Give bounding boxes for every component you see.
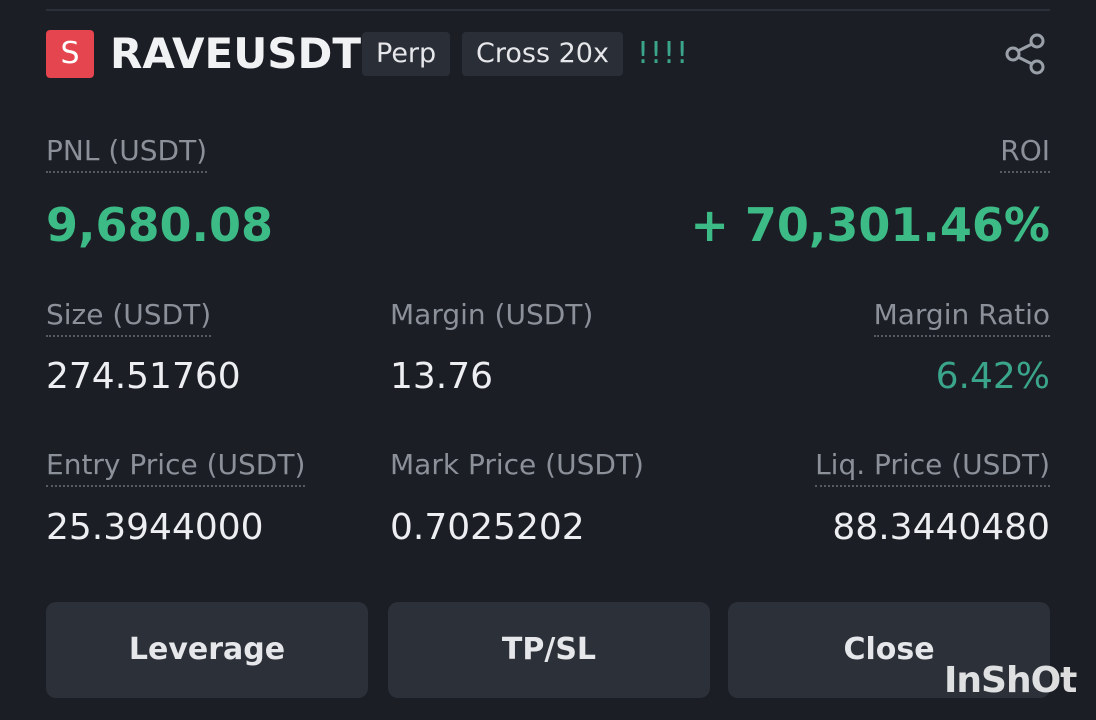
- roi-label: ROI: [1000, 134, 1050, 173]
- pnl-label: PNL (USDT): [46, 134, 208, 173]
- field-label: Margin (USDT): [390, 298, 594, 331]
- signal: !!!!: [637, 36, 690, 71]
- field-value: 6.42%: [935, 356, 1050, 397]
- divider: [46, 9, 1050, 11]
- leverage-button[interactable]: Leverage: [46, 602, 368, 698]
- tag: Perp: [362, 32, 451, 76]
- field-value: 0.7025202: [390, 507, 585, 548]
- pnl-value: 9,680.08: [46, 198, 273, 252]
- field-label: Entry Price (USDT): [46, 448, 306, 487]
- field-value: 25.3944000: [46, 507, 264, 548]
- roi-value: + 70,301.46%: [690, 198, 1050, 252]
- field-label: Mark Price (USDT): [390, 448, 644, 481]
- field-value: 88.3440480: [832, 507, 1050, 548]
- coin-badge: S: [46, 30, 94, 78]
- tpsl-button[interactable]: TP/SL: [388, 602, 710, 698]
- field-value: 13.76: [390, 356, 494, 397]
- symbol[interactable]: RAVEUSDT: [110, 29, 362, 78]
- share-icon[interactable]: [1003, 32, 1049, 76]
- tag[interactable]: Cross 20x: [462, 32, 623, 76]
- field-label: Margin Ratio: [873, 298, 1050, 337]
- field-label: Size (USDT): [46, 298, 212, 337]
- field-label: Liq. Price (USDT): [815, 448, 1050, 487]
- watermark: InShOt: [944, 660, 1077, 701]
- close-button[interactable]: Close: [728, 602, 1050, 698]
- field-value: 274.51760: [46, 356, 241, 397]
